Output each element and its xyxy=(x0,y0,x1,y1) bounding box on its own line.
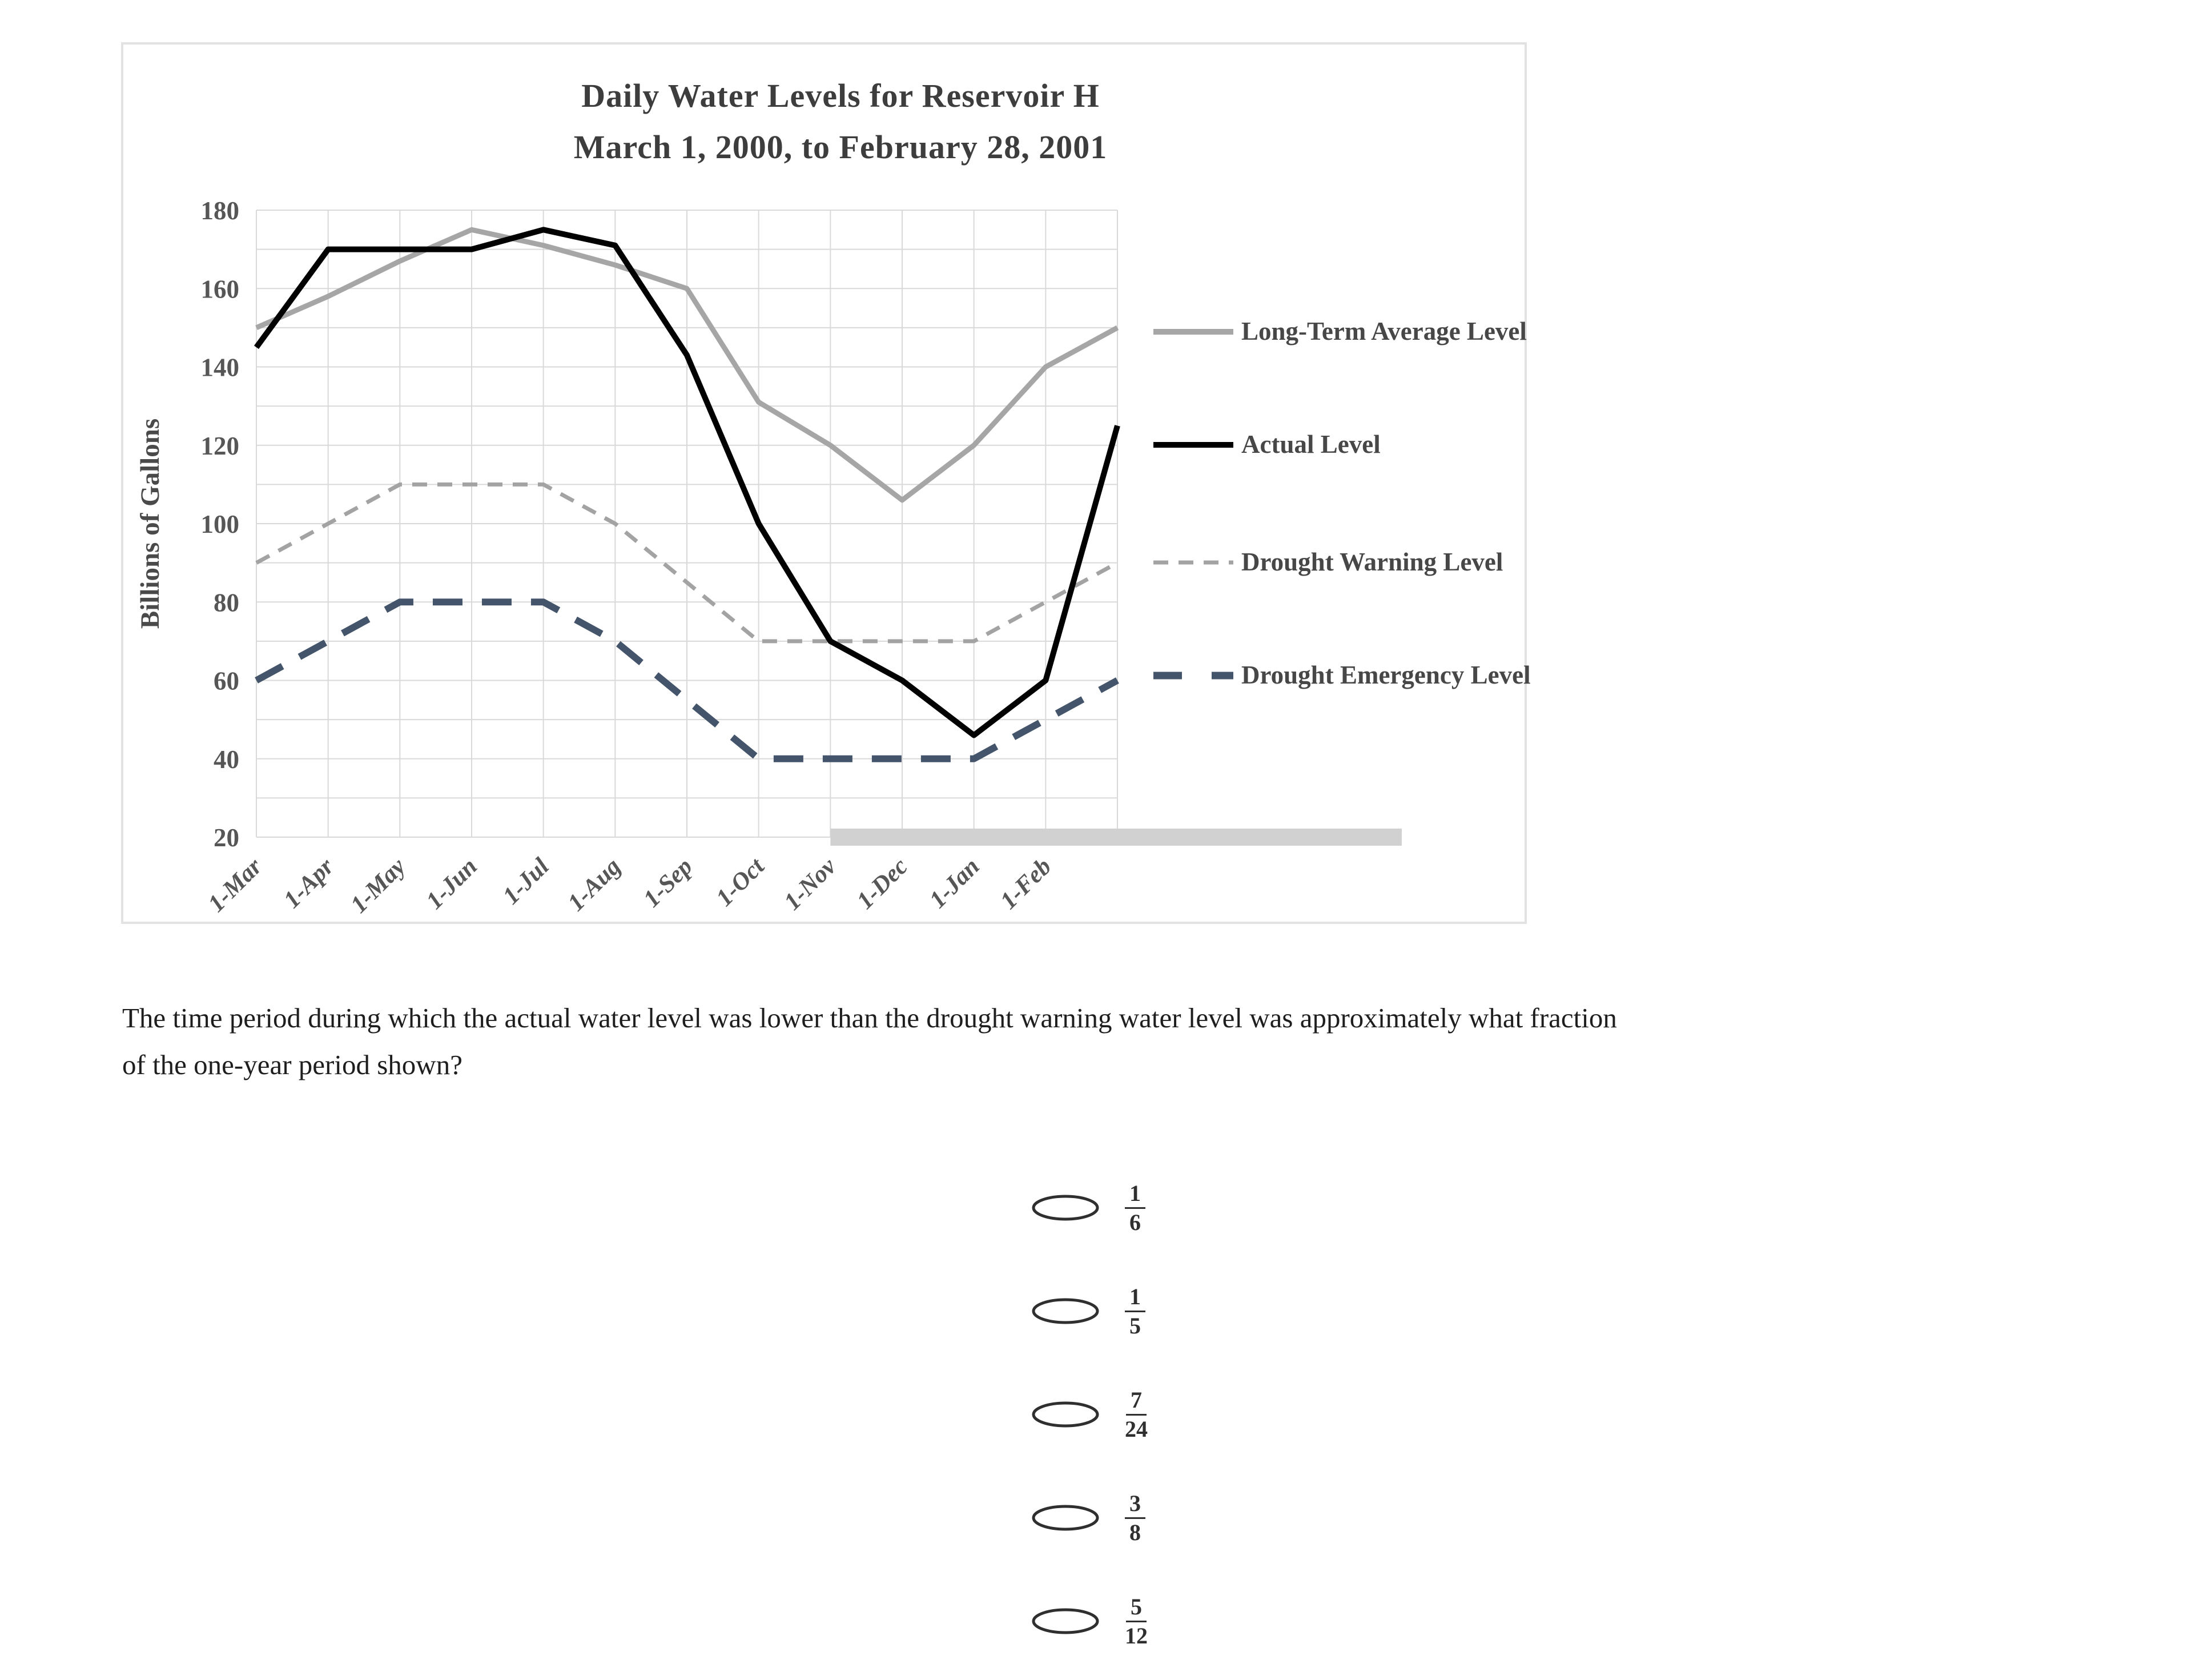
y-tick-label: 60 xyxy=(214,667,239,696)
fraction-numerator: 1 xyxy=(1125,1181,1145,1209)
series-drought-warning-level: Drought Warning Level xyxy=(255,482,1119,644)
legend-line-swatch-icon xyxy=(1153,329,1233,335)
legend-line-swatch-icon xyxy=(1153,560,1233,565)
x-tick-label: 1-Aug xyxy=(562,853,626,917)
radio-button[interactable] xyxy=(1031,1194,1100,1221)
x-tick-label: 1-May xyxy=(345,853,411,918)
x-tick-label: 1-Feb xyxy=(995,853,1057,915)
y-tick-label: 120 xyxy=(201,432,240,460)
x-tick-label: 1-Nov xyxy=(779,853,842,915)
y-tick-label: 20 xyxy=(214,823,239,852)
chart-title-line-1: Daily Water Levels for Reservoir H xyxy=(581,77,1100,114)
legend-line-swatch-icon xyxy=(1153,672,1233,680)
y-tick-label: 80 xyxy=(214,588,239,617)
y-tick-label: 100 xyxy=(201,510,240,538)
legend-item: Long-Term Average Level xyxy=(1153,315,1538,348)
chart-card xyxy=(121,42,1527,924)
legend-item: Drought Warning Level xyxy=(1153,546,1538,578)
question-line-2: of the one-year period shown? xyxy=(122,1049,462,1080)
radio-oval-icon[interactable] xyxy=(1032,1608,1099,1634)
highlight-bar xyxy=(830,829,1402,846)
fraction-denominator: 6 xyxy=(1129,1209,1141,1235)
y-axis-title: Billions of Gallons xyxy=(135,419,165,629)
legend-label: Drought Emergency Level xyxy=(1241,661,1531,689)
y-tick-label: 180 xyxy=(201,196,240,225)
fraction-numerator: 7 xyxy=(1126,1388,1147,1416)
legend-item: Drought Emergency Level xyxy=(1153,659,1538,692)
x-tick-label: 1-Jul xyxy=(498,853,554,910)
series-long-term-average-level: Long-Term Average Level xyxy=(255,227,1119,503)
radio-button[interactable] xyxy=(1031,1297,1100,1325)
question-text: The time period during which the actual … xyxy=(122,995,2189,1088)
fraction-numerator: 3 xyxy=(1125,1491,1145,1519)
series-actual-level: Actual Level xyxy=(254,227,1120,738)
x-tick-label: 1-Sep xyxy=(638,853,698,913)
series-drought-emergency-level: Drought Emergency Level xyxy=(255,598,1119,762)
chart-title-line-2: March 1, 2000, to February 28, 2001 xyxy=(573,128,1108,166)
fraction-denominator: 12 xyxy=(1125,1622,1148,1649)
x-tick-label: 1-Dec xyxy=(852,853,914,915)
fraction-denominator: 8 xyxy=(1129,1519,1141,1545)
fraction-numerator: 5 xyxy=(1126,1594,1147,1622)
fraction-value: 7 24 xyxy=(1125,1388,1148,1441)
x-tick-label: 1-Jan xyxy=(924,853,985,914)
radio-button[interactable] xyxy=(1031,1504,1100,1532)
legend-label: Drought Warning Level xyxy=(1241,548,1503,576)
y-tick-label: 140 xyxy=(201,353,240,382)
legend-line-swatch-icon xyxy=(1153,442,1233,448)
radio-oval-icon[interactable] xyxy=(1032,1195,1099,1221)
radio-oval-icon[interactable] xyxy=(1032,1298,1099,1324)
fraction-value: 5 12 xyxy=(1125,1594,1148,1649)
fraction-numerator: 1 xyxy=(1125,1284,1145,1312)
fraction-denominator: 24 xyxy=(1125,1416,1148,1442)
answer-option[interactable]: 5 12 xyxy=(1031,1578,1148,1664)
answer-option[interactable]: 7 24 xyxy=(1031,1372,1148,1457)
question-line-1: The time period during which the actual … xyxy=(122,1002,1617,1034)
y-tick-label: 40 xyxy=(214,745,239,774)
legend-item: Actual Level xyxy=(1153,428,1538,461)
x-tick-label: 1-Oct xyxy=(711,852,770,911)
radio-button[interactable] xyxy=(1031,1607,1100,1635)
legend-label: Actual Level xyxy=(1241,430,1381,459)
legend-label: Long-Term Average Level xyxy=(1241,317,1527,345)
radio-oval-icon[interactable] xyxy=(1032,1505,1099,1531)
x-tick-label: 1-Apr xyxy=(279,853,340,914)
y-tick-label: 160 xyxy=(201,275,240,303)
radio-button[interactable] xyxy=(1031,1401,1100,1428)
fraction-denominator: 5 xyxy=(1129,1312,1141,1339)
x-tick-label: 1-Jun xyxy=(421,853,482,915)
x-tick-label: 1-Mar xyxy=(203,853,268,918)
radio-oval-icon[interactable] xyxy=(1032,1401,1099,1428)
